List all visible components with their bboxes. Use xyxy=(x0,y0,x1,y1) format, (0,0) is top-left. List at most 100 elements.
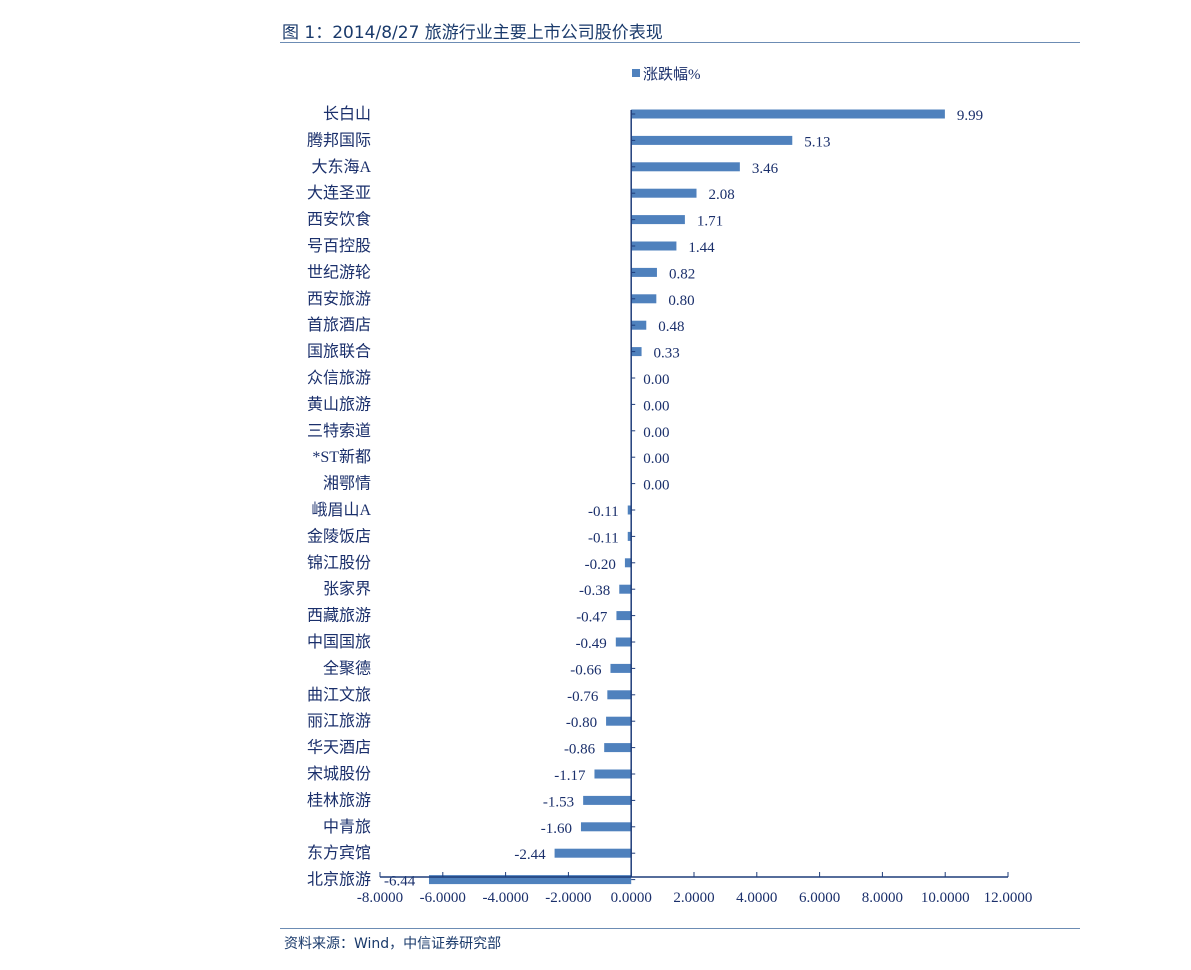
x-tick-label: 8.0000 xyxy=(862,890,903,906)
bar xyxy=(580,822,632,832)
category-label: 黄山旅游 xyxy=(307,395,371,413)
bar xyxy=(615,637,632,647)
data-label: 0.00 xyxy=(643,425,669,441)
x-tick-label: 10.0000 xyxy=(921,890,970,906)
x-tick-label: -8.0000 xyxy=(357,890,403,906)
category-label: 西安旅游 xyxy=(307,290,371,308)
data-label: 3.46 xyxy=(752,161,779,177)
x-tick-label: 2.0000 xyxy=(673,890,714,906)
category-label: 宋城股份 xyxy=(307,765,371,783)
x-axis: -8.0000 -6.0000 -4.0000 -2.0000 0.0000 2.0000… xyxy=(357,872,1033,906)
bar xyxy=(627,505,632,515)
data-label: -0.47 xyxy=(576,610,608,626)
category-label: 金陵饭店 xyxy=(307,527,371,545)
data-label: -0.38 xyxy=(579,583,610,599)
source-note: 资料来源：Wind，中信证券研究部 xyxy=(284,936,502,952)
bar xyxy=(428,875,632,885)
bar xyxy=(583,795,632,805)
bar xyxy=(624,558,632,568)
bar xyxy=(631,320,647,330)
data-label: -0.66 xyxy=(570,662,602,678)
category-label: 三特索道 xyxy=(307,422,371,440)
data-label: -0.20 xyxy=(585,557,616,573)
category-label: 湘鄂情 xyxy=(323,475,371,493)
category-label: 大连圣亚 xyxy=(307,184,371,202)
data-label: 0.33 xyxy=(654,346,680,362)
data-label: 0.82 xyxy=(669,266,695,282)
category-label: 东方宾馆 xyxy=(307,844,371,862)
category-label: 张家界 xyxy=(323,580,371,598)
x-tick-label: -2.0000 xyxy=(545,890,591,906)
bar xyxy=(631,135,793,145)
data-label: -0.86 xyxy=(564,742,596,758)
data-label: -2.44 xyxy=(514,847,546,863)
bar xyxy=(631,162,740,172)
category-label: 曲江文旅 xyxy=(307,686,371,704)
data-label: 0.00 xyxy=(643,398,669,414)
category-label: 桂林旅游 xyxy=(307,791,371,809)
data-label: -1.60 xyxy=(541,821,572,837)
x-tick-label: -6.0000 xyxy=(420,890,466,906)
x-tick-label: 12.0000 xyxy=(984,890,1033,906)
bar xyxy=(631,215,685,225)
data-label: -0.76 xyxy=(567,689,599,705)
data-label: -0.11 xyxy=(588,530,619,546)
category-label: 中国国旅 xyxy=(307,633,371,651)
category-label: 全聚德 xyxy=(323,659,371,677)
figure-title: 图 1：2014/8/27 旅游行业主要上市公司股价表现 xyxy=(282,23,663,43)
category-label: 西安饮食 xyxy=(307,211,371,229)
category-label: 峨眉山A xyxy=(311,501,371,519)
title-rule xyxy=(280,42,1080,43)
category-label: 中青旅 xyxy=(323,818,371,836)
bar xyxy=(604,743,632,753)
data-label: -0.11 xyxy=(588,504,619,520)
bar xyxy=(606,716,632,726)
data-label: 0.80 xyxy=(668,293,694,309)
bar xyxy=(631,241,677,251)
bar xyxy=(631,267,657,277)
data-label: -1.53 xyxy=(543,794,574,810)
bar xyxy=(631,188,697,198)
category-label: *ST新都 xyxy=(312,448,371,466)
data-label: -6.44 xyxy=(384,874,416,890)
data-label: -0.49 xyxy=(576,636,607,652)
bar xyxy=(619,584,632,594)
category-label: 华天酒店 xyxy=(307,739,371,757)
category-label: 世纪游轮 xyxy=(307,263,371,281)
data-label: 9.99 xyxy=(957,108,983,124)
category-label: 大东海A xyxy=(311,158,371,176)
legend: 涨跌幅% xyxy=(632,66,701,83)
data-label: 0.00 xyxy=(643,451,669,467)
x-tick-label: 0.0000 xyxy=(611,890,652,906)
category-label: 众信旅游 xyxy=(307,369,371,387)
data-label: -0.80 xyxy=(566,715,597,731)
category-label: 首旅酒店 xyxy=(307,316,371,334)
category-label: 锦江股份 xyxy=(307,554,371,572)
data-label: 0.00 xyxy=(643,372,669,388)
bar xyxy=(631,109,945,119)
category-label: 北京旅游 xyxy=(307,871,371,889)
bar xyxy=(616,611,632,621)
data-label: 0.00 xyxy=(643,478,669,494)
data-label: 5.13 xyxy=(804,134,830,150)
category-label: 丽江旅游 xyxy=(307,712,371,730)
source-rule xyxy=(280,928,1080,929)
bar xyxy=(594,769,632,779)
bars-group: 9.99 5.13 3.46 2.08 1.71 1.44 0.82 0.80 0.48 0.33… xyxy=(384,108,983,890)
x-tick-label: -4.0000 xyxy=(482,890,528,906)
data-label: 0.48 xyxy=(658,319,684,335)
legend-swatch xyxy=(632,69,640,77)
data-label: 2.08 xyxy=(709,187,735,203)
bar xyxy=(631,294,657,304)
category-label: 腾邦国际 xyxy=(307,131,371,149)
category-label: 西藏旅游 xyxy=(307,607,371,625)
bar xyxy=(631,347,642,357)
category-label: 号百控股 xyxy=(307,237,371,255)
bar xyxy=(554,848,632,858)
bar xyxy=(610,663,632,673)
data-label: -1.17 xyxy=(554,768,586,784)
x-tick-label: 6.0000 xyxy=(799,890,840,906)
data-label: 1.71 xyxy=(697,214,723,230)
